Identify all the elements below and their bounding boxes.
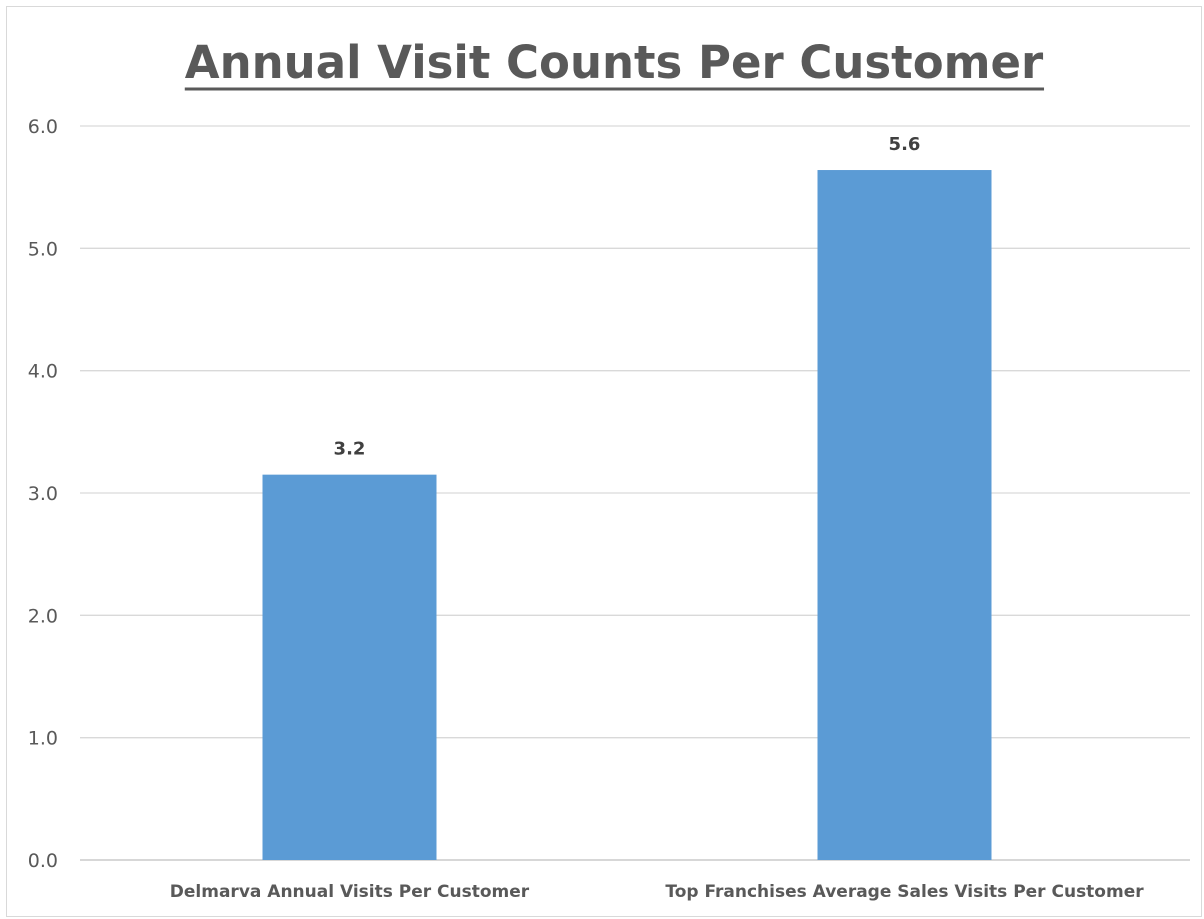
y-tick-label: 6.0 [28,116,58,138]
bars [262,170,992,861]
y-tick-label: 3.0 [28,483,58,505]
y-tick-label: 0.0 [28,850,58,872]
chart-frame [6,6,1202,917]
y-axis: 0.0 1.0 2.0 3.0 4.0 5.0 6.0 [28,116,58,872]
y-tick-label: 1.0 [28,728,58,750]
data-label: 3.2 [334,439,366,460]
x-axis: Delmarva Annual Visits Per Customer Top F… [170,882,1144,902]
chart-title: Annual Visit Counts Per Customer [185,36,1044,89]
y-tick-label: 4.0 [28,361,58,383]
y-tick-label: 2.0 [28,605,58,627]
y-tick-label: 5.0 [28,238,58,260]
data-labels: 3.2 5.6 [334,134,921,460]
data-label: 5.6 [889,134,921,155]
gridlines [80,125,1190,861]
bar [817,170,992,861]
bar [262,474,437,860]
x-category-label: Delmarva Annual Visits Per Customer [170,882,530,902]
x-category-label: Top Franchises Average Sales Visits Per … [665,882,1144,902]
